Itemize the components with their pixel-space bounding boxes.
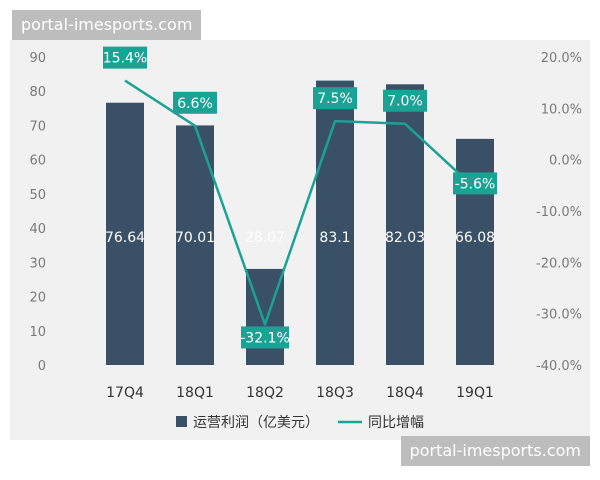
bar-value-label: 82.03 [385,230,425,246]
bar-value-label: 28.07 [245,230,285,246]
bar [386,84,424,365]
bar-value-label: 66.08 [455,230,495,246]
legend-swatch-bar [176,416,187,427]
y-right-tick-label: -40.0% [536,359,582,374]
pct-value-label: 7.5% [317,91,353,107]
x-tick-label: 17Q4 [106,385,144,401]
y-left-tick-label: 20 [29,291,46,306]
x-tick-label: 19Q1 [456,385,494,401]
chart-panel: 0 10 20 30 40 50 60 70 80 90 20.0% 10.0% 0.0% -10.0% -… [10,40,590,440]
y-left-tick-label: 30 [29,256,46,271]
x-tick-label: 18Q2 [246,385,284,401]
legend-label: 同比增幅 [368,415,424,431]
y-left-tick-label: 70 [29,119,46,134]
y-left-tick-label: 80 [29,85,46,100]
bar [106,102,144,365]
y-left-tick-label: 10 [29,325,46,340]
y-right-tick-label: 0.0% [549,154,582,169]
x-tick-label: 18Q1 [176,385,214,401]
pct-value-label: -32.1% [240,330,290,346]
pct-value-label: 6.6% [177,96,213,112]
x-tick-label: 18Q3 [316,385,354,401]
pct-value-label: 15.4% [103,51,147,67]
pct-label-box [241,326,289,349]
y-left-tick-label: 40 [29,222,46,237]
pct-value-label: 7.0% [387,94,423,110]
watermark-top: portal-imesports.com [12,10,202,40]
pct-label-box [313,87,357,110]
y-left-tick-label: 60 [29,154,46,169]
pct-label-box [173,91,217,114]
pct-label-box [383,89,427,112]
bar-value-label: 70.01 [175,230,215,246]
bar [316,80,354,365]
y-left-tick-label: 90 [29,51,46,66]
pct-label-box [453,172,497,195]
bar-value-label: 76.64 [105,230,145,246]
y-right-tick-label: -20.0% [536,256,582,271]
bar-value-label: 83.1 [319,230,350,246]
y-left-tick-label: 50 [29,188,46,203]
y-right-tick-label: -10.0% [536,205,582,220]
y-right-tick-label: -30.0% [536,308,582,323]
x-tick-label: 18Q4 [386,385,424,401]
growth-line [124,79,476,326]
watermark-bottom: portal-imesports.com [400,436,590,466]
y-right-tick-label: 10.0% [541,102,582,117]
pct-label-box [103,46,147,69]
chart: 0 10 20 30 40 50 60 70 80 90 20.0% 10.0% 0.0% -10.0% -… [29,46,582,431]
y-right-tick-label: 20.0% [541,51,582,66]
pct-value-label: -5.6% [455,176,496,192]
legend-label: 运营利润（亿美元） [193,415,319,431]
y-left-tick-label: 0 [38,359,46,374]
